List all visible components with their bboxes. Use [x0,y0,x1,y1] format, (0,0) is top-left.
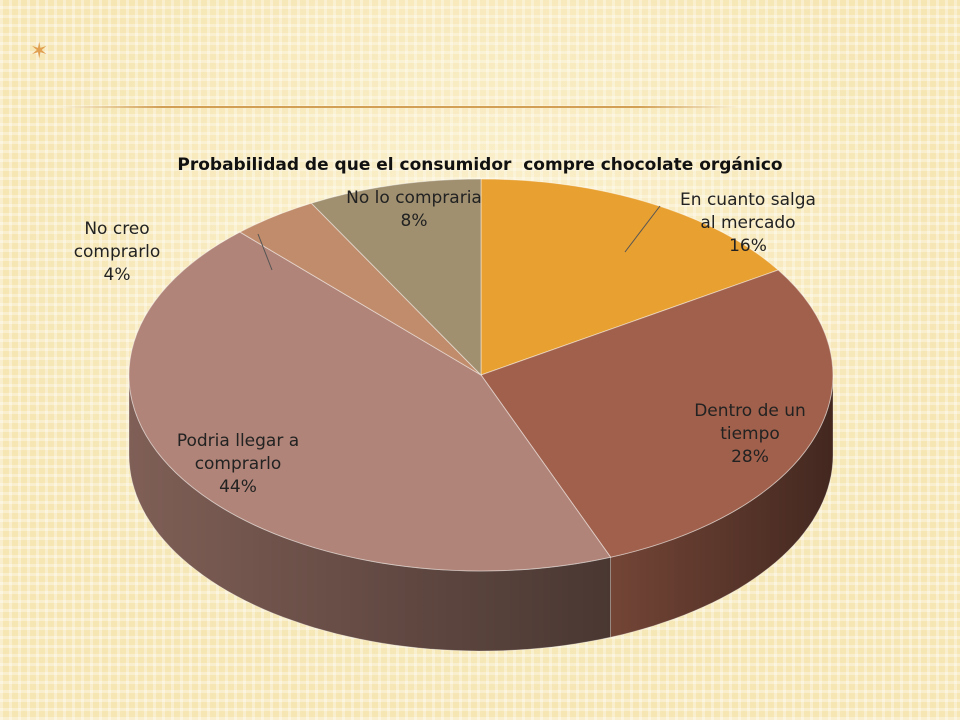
pie-slice [238,202,482,376]
slice-labels-group: En cuanto salga al mercado 16% Dentro de un… [74,188,816,497]
leader-line [257,233,273,271]
title-rule [60,106,740,108]
slice-label: Podria llegar a comprarlo 44% [177,431,299,497]
pie-slice [310,178,482,377]
pie-side-group [128,374,834,652]
slice-label: En cuanto salga al mercado 16% [680,190,816,256]
slice-label: No creo comprarlo 4% [74,219,161,285]
pie-slice [480,269,834,558]
slice-label: Dentro de un tiempo 28% [694,401,806,467]
pie-slice [480,178,780,376]
pie-slice [128,231,612,572]
pie-side-wall [128,374,611,652]
chart-title: Probabilidad de que el consumidor compre… [177,155,782,175]
pie-top-group [128,178,834,572]
leader-lines-group [257,205,661,271]
bullet-icon: ✶ [30,39,48,64]
leader-line [624,205,661,253]
slice-label: No lo compraria 8% [346,188,482,231]
